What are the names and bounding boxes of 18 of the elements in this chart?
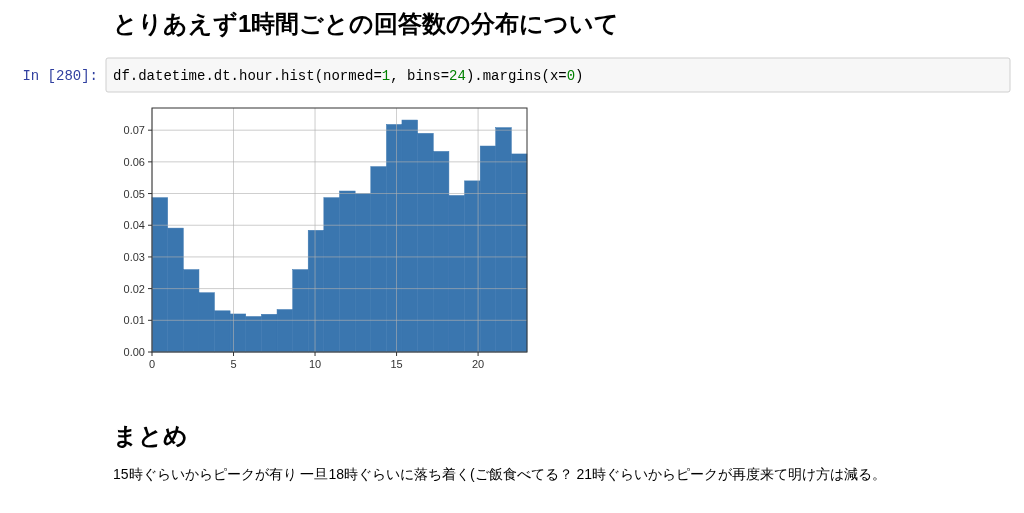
y-tick-label: 0.01	[123, 314, 145, 327]
y-tick-label: 0.00	[123, 346, 145, 358]
y-tick-label: 0.07	[123, 124, 145, 137]
text: 15時ぐらいからピークが有り 一旦18時ぐらいに落ち着く(ご飯食べてる？ 21時ぐらいからピークが再度来て明け方は減る。	[113, 466, 887, 482]
x-tick-label: 10	[308, 358, 322, 370]
text: In [280]:	[22, 68, 98, 84]
text: まとめ	[113, 422, 188, 449]
x-tick-label: 5	[230, 358, 237, 370]
y-tick-label: 0.05	[123, 187, 145, 200]
y-tick-label: 0.04	[123, 219, 145, 232]
x-tick-label: 15	[390, 358, 403, 370]
y-tick-label: 0.02	[123, 282, 145, 295]
text: df.datetime.dt.hour.hist(normed=1, bins=24).margins(x=0)	[113, 68, 584, 84]
x-tick-label: 20	[471, 358, 485, 370]
chart-title: とりあえず1時間ごとの回答数の分布について	[113, 10, 620, 38]
x-tick-label: 0	[148, 358, 156, 370]
y-tick-label: 0.06	[123, 155, 145, 168]
y-tick-label: 0.03	[123, 250, 145, 263]
